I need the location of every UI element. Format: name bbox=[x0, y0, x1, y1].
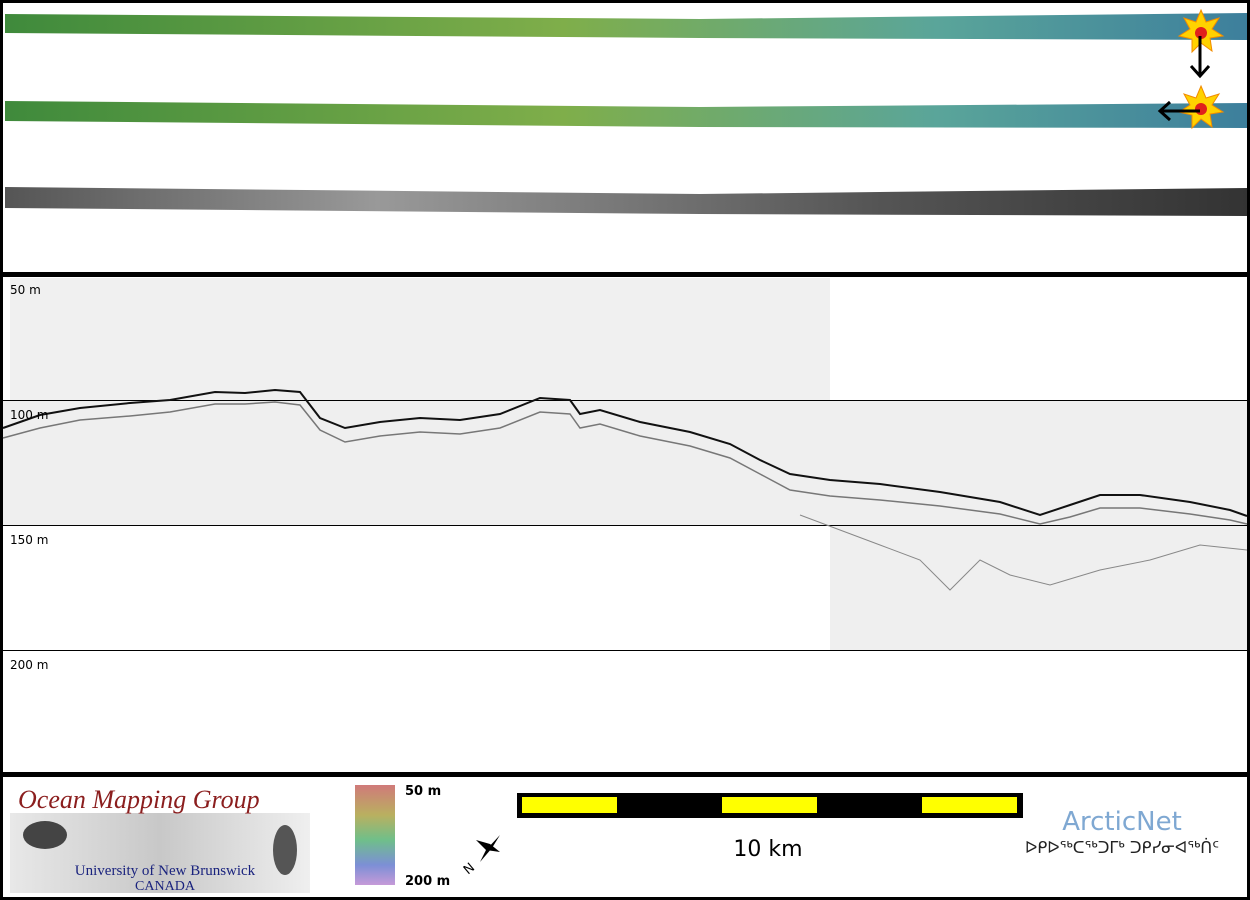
colorbar-label: 50 m bbox=[405, 784, 441, 799]
profile-section bbox=[830, 526, 1247, 650]
logo-image bbox=[23, 821, 67, 849]
depth-lines bbox=[3, 400, 1247, 651]
logo-university: University of New Brunswick bbox=[75, 863, 256, 879]
profile-section bbox=[10, 278, 830, 400]
scale-segment bbox=[722, 797, 817, 813]
scale-segment bbox=[522, 797, 617, 813]
scale-label: 10 km bbox=[733, 837, 802, 862]
seafloor-reflector bbox=[2, 388, 1248, 517]
swath-bathymetry-2 bbox=[5, 101, 1247, 128]
partner-syllabics: ᐅᑭᐅᖅᑕᖅᑐᒥᒃ ᑐᑭᓯᓂᐊᖅᑏᑦ bbox=[1025, 838, 1219, 857]
swath-bathymetry-1 bbox=[5, 13, 1247, 40]
logo-country: CANADA bbox=[135, 879, 196, 894]
scale-segment bbox=[922, 797, 1017, 813]
swath-backscatter bbox=[5, 187, 1247, 216]
colorbar-label: 200 m bbox=[405, 874, 450, 889]
depth-label: 50 m bbox=[10, 283, 41, 297]
subbottom-reflector bbox=[799, 514, 1248, 591]
profile-section bbox=[3, 401, 1247, 525]
depth-label: 200 m bbox=[10, 658, 48, 672]
colorbar bbox=[355, 785, 395, 885]
depth-label: 100 m bbox=[10, 408, 48, 422]
subbottom-reflector bbox=[2, 401, 1248, 525]
logo-title: Ocean Mapping Group bbox=[18, 785, 260, 814]
logo-image bbox=[273, 825, 297, 875]
depth-label: 150 m bbox=[10, 533, 48, 547]
swath-panel bbox=[3, 3, 1247, 272]
direction-arrow bbox=[1157, 36, 1211, 122]
partner-name: ArcticNet bbox=[1062, 807, 1182, 837]
